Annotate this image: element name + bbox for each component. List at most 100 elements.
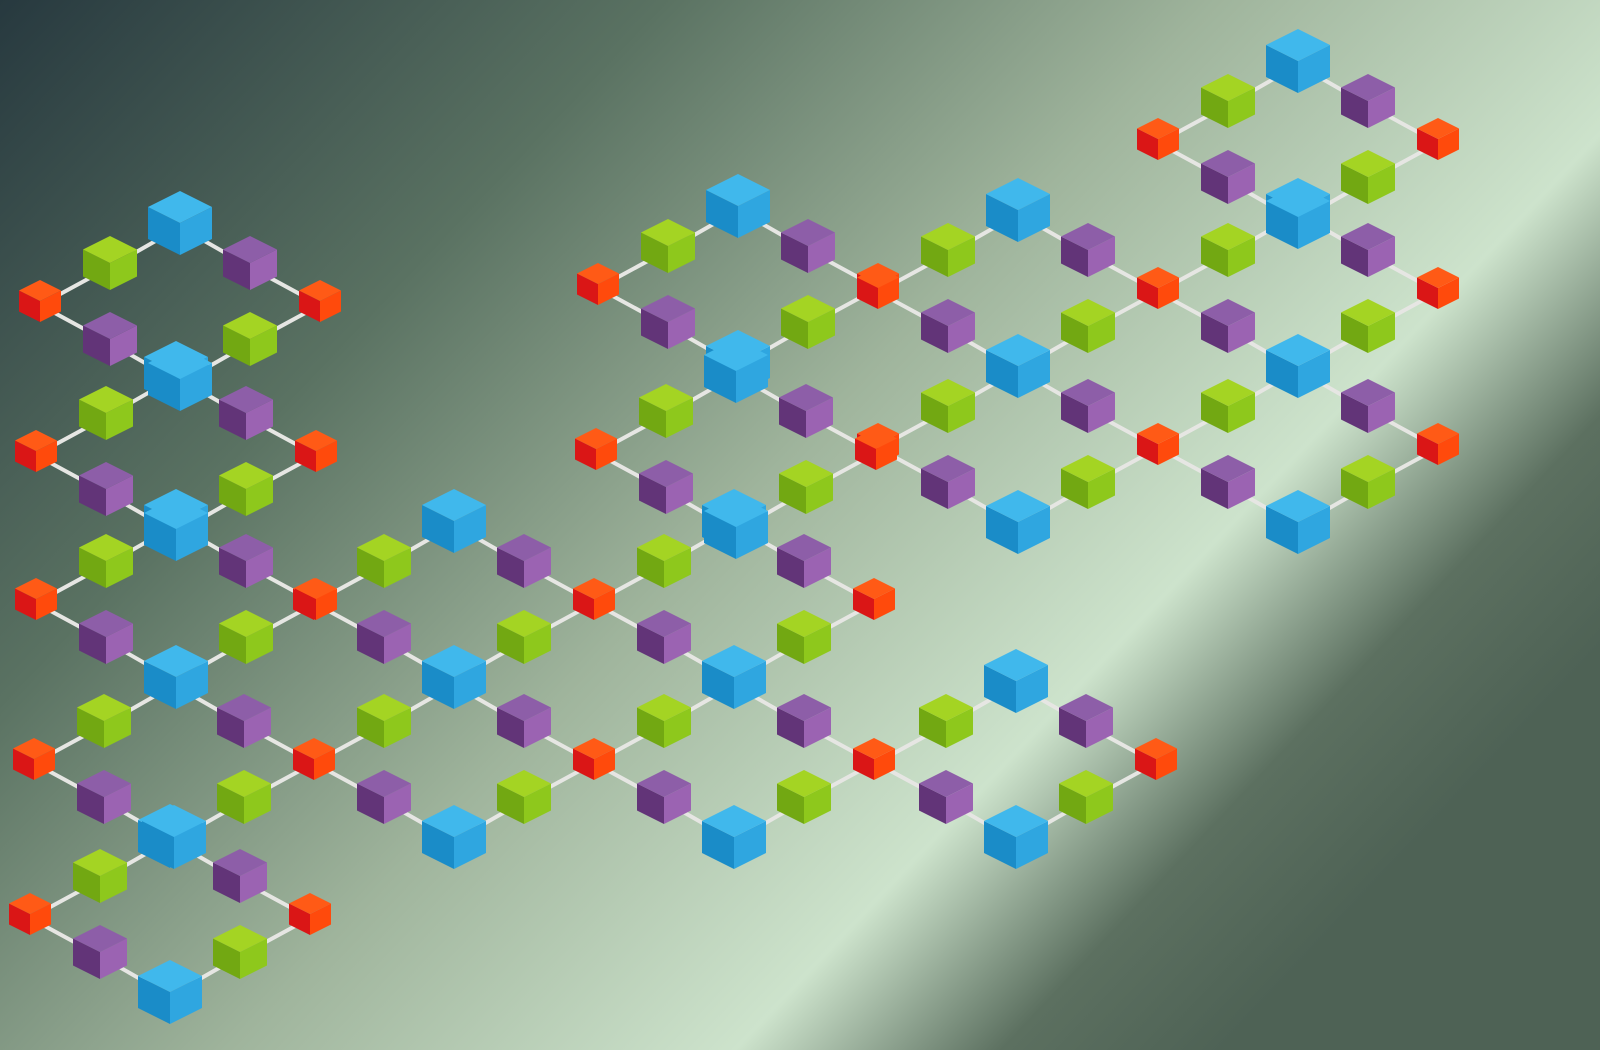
cube-top-face [1266, 490, 1330, 522]
red-cube-node [1137, 267, 1179, 309]
green-cube-node [497, 770, 551, 824]
blue-cube-node [984, 649, 1048, 713]
cube-top-face [293, 738, 335, 759]
green-cube-node [919, 694, 973, 748]
cube-top-face [573, 738, 615, 759]
green-cube-node [921, 223, 975, 277]
green-cube-node [79, 386, 133, 440]
cube-top-face [919, 770, 973, 797]
green-cube-node [777, 770, 831, 824]
blue-cube-node [144, 645, 208, 709]
purple-cube-node [79, 610, 133, 664]
blue-cube-node [148, 347, 212, 411]
purple-cube-node [219, 386, 273, 440]
cube-top-face [77, 694, 131, 721]
cube-top-face [984, 649, 1048, 681]
cube-top-face [219, 386, 273, 413]
blue-cube-node [706, 174, 770, 238]
blue-cube-node [422, 489, 486, 553]
cube-top-face [13, 738, 55, 759]
red-cube-node [1137, 423, 1179, 465]
green-cube-node [213, 925, 267, 979]
purple-cube-node [921, 299, 975, 353]
cube-top-face [1341, 150, 1395, 177]
purple-cube-node [1201, 150, 1255, 204]
green-cube-node [921, 379, 975, 433]
purple-cube-node [77, 770, 131, 824]
red-cube-node [855, 428, 897, 470]
blue-cube-node [986, 490, 1050, 554]
green-cube-node [77, 694, 131, 748]
cube-top-face [1135, 738, 1177, 759]
blue-cube-node [1266, 490, 1330, 554]
red-cube-node [295, 430, 337, 472]
green-cube-node [779, 460, 833, 514]
cube-top-face [357, 610, 411, 637]
cube-top-face [217, 770, 271, 797]
cube-top-face [1137, 267, 1179, 288]
cube-nodes [9, 29, 1459, 1024]
cube-top-face [777, 610, 831, 637]
cube-top-face [299, 280, 341, 301]
cube-top-face [219, 610, 273, 637]
cube-top-face [921, 223, 975, 250]
purple-cube-node [639, 460, 693, 514]
cube-top-face [144, 645, 208, 677]
red-cube-node [9, 893, 51, 935]
blue-cube-node [422, 805, 486, 869]
cube-top-face [777, 770, 831, 797]
cube-top-face [641, 295, 695, 322]
cube-top-face [219, 534, 273, 561]
green-cube-node [1059, 770, 1113, 824]
cube-top-face [641, 219, 695, 246]
cube-top-face [1417, 267, 1459, 288]
blue-cube-node [144, 497, 208, 561]
cube-top-face [853, 578, 895, 599]
green-cube-node [83, 236, 137, 290]
cube-top-face [1266, 185, 1330, 217]
cube-top-face [919, 694, 973, 721]
cube-top-face [79, 462, 133, 489]
red-cube-node [299, 280, 341, 322]
blue-cube-node [1266, 29, 1330, 93]
red-cube-node [1137, 118, 1179, 160]
green-cube-node [1341, 150, 1395, 204]
cube-top-face [639, 460, 693, 487]
purple-cube-node [637, 770, 691, 824]
blue-cube-node [704, 339, 768, 403]
cube-top-face [422, 805, 486, 837]
purple-cube-node [1061, 223, 1115, 277]
cube-top-face [1059, 694, 1113, 721]
cube-top-face [575, 428, 617, 449]
purple-cube-node [777, 694, 831, 748]
red-cube-node [1135, 738, 1177, 780]
cube-top-face [1341, 299, 1395, 326]
cube-top-face [1201, 379, 1255, 406]
cube-top-face [1417, 423, 1459, 444]
cube-top-face [1266, 334, 1330, 366]
cube-top-face [986, 334, 1050, 366]
cube-top-face [1201, 150, 1255, 177]
red-cube-node [1417, 267, 1459, 309]
red-cube-node [575, 428, 617, 470]
cube-top-face [1341, 455, 1395, 482]
cube-top-face [706, 174, 770, 206]
blue-cube-node [138, 960, 202, 1024]
cube-top-face [1201, 74, 1255, 101]
cube-top-face [1137, 118, 1179, 139]
purple-cube-node [779, 384, 833, 438]
cube-top-face [79, 386, 133, 413]
cube-top-face [777, 534, 831, 561]
cube-top-face [779, 460, 833, 487]
green-cube-node [777, 610, 831, 664]
red-cube-node [293, 738, 335, 780]
purple-cube-node [1201, 455, 1255, 509]
red-cube-node [577, 263, 619, 305]
purple-cube-node [641, 295, 695, 349]
cube-top-face [984, 805, 1048, 837]
cube-top-face [83, 312, 137, 339]
cube-top-face [497, 610, 551, 637]
purple-cube-node [217, 694, 271, 748]
blue-cube-node [984, 805, 1048, 869]
cube-top-face [357, 694, 411, 721]
